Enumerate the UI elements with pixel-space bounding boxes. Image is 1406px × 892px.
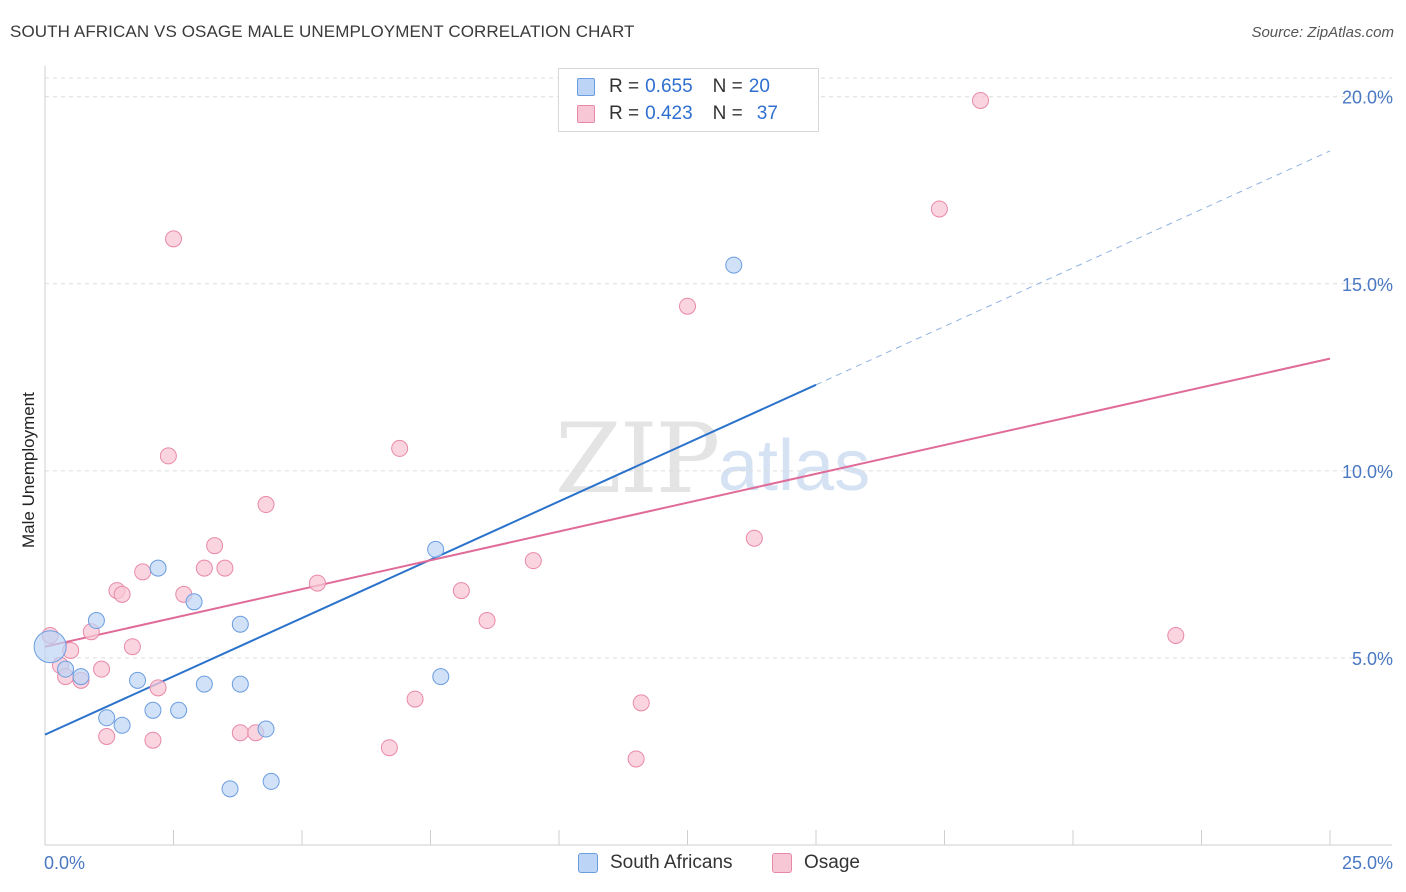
- data-point-south-africans: [113, 716, 131, 734]
- data-point-osage: [930, 200, 948, 218]
- data-point-south-africans: [170, 701, 188, 719]
- data-point-osage: [380, 739, 398, 757]
- data-point-osage: [216, 559, 234, 577]
- legend-item-south-africans[interactable]: South Africans: [578, 852, 733, 874]
- legend-label-south-africans: South Africans: [610, 852, 733, 873]
- trend-lines: [44, 150, 1331, 736]
- legend-row-osage: R = 0.423 N = 37: [577, 102, 778, 126]
- data-point-south-africans: [231, 675, 249, 693]
- data-points: [33, 91, 1185, 798]
- legend-n-value: 37: [756, 103, 778, 124]
- watermark: ZIP atlas: [555, 403, 870, 515]
- data-point-south-africans: [195, 675, 213, 693]
- chart-title: SOUTH AFRICAN VS OSAGE MALE UNEMPLOYMENT…: [10, 22, 635, 41]
- legend-row-south-africans: R = 0.655 N = 20: [577, 75, 770, 99]
- data-point-osage: [406, 690, 424, 708]
- data-point-osage: [165, 230, 182, 248]
- data-point-south-africans: [72, 668, 90, 686]
- data-point-osage: [231, 724, 249, 742]
- legend-swatch-pink: [772, 853, 792, 873]
- legend-swatch-blue: [578, 853, 598, 873]
- data-point-osage: [113, 585, 131, 603]
- data-point-osage: [971, 91, 989, 109]
- data-point-osage: [159, 447, 177, 465]
- data-point-osage: [149, 679, 167, 697]
- data-point-south-africans: [185, 593, 203, 611]
- data-point-south-africans: [262, 772, 280, 790]
- data-point-south-africans: [427, 540, 445, 558]
- legend-n-value: 20: [748, 76, 770, 97]
- data-point-osage: [1167, 626, 1185, 644]
- data-point-south-africans: [231, 615, 249, 633]
- data-point-south-africans: [432, 668, 450, 686]
- legend-swatch-pink: [577, 105, 595, 123]
- legend-swatch-blue: [577, 78, 595, 96]
- legend-r-value: 0.655: [645, 76, 693, 97]
- data-point-south-africans: [87, 612, 105, 630]
- data-point-osage: [478, 612, 496, 630]
- watermark-atlas: atlas: [718, 426, 870, 506]
- data-point-osage: [679, 297, 696, 315]
- data-point-osage: [98, 727, 116, 745]
- data-point-osage: [632, 694, 650, 712]
- data-point-osage: [745, 529, 763, 547]
- data-point-osage: [391, 439, 409, 457]
- legend-n-label: N =: [712, 103, 743, 124]
- y-axis-label: Male Unemployment: [19, 392, 38, 548]
- watermark-zip: ZIP: [555, 403, 718, 515]
- legend-label-osage: Osage: [804, 852, 860, 873]
- series-legend: South Africans Osage: [0, 852, 1406, 878]
- source-label: Source: ZipAtlas.com: [1251, 24, 1394, 41]
- data-point-south-africans: [221, 780, 239, 798]
- legend-r-label: R =: [609, 76, 640, 97]
- y-tick-label: 5.0%: [1352, 649, 1393, 669]
- x-tick-label-min: 0.0%: [44, 853, 85, 873]
- trend-line-south-africans-extension: [815, 150, 1331, 386]
- data-point-osage: [627, 750, 645, 768]
- tick-labels: 5.0% 10.0% 15.0% 20.0% 0.0% 25.0%: [44, 88, 1393, 873]
- gridlines: [45, 77, 1392, 659]
- legend-r-label: R =: [609, 103, 640, 124]
- legend-n-label: N =: [712, 76, 743, 97]
- data-point-south-africans: [257, 720, 275, 738]
- data-point-osage: [144, 731, 162, 749]
- data-point-south-africans: [149, 559, 167, 577]
- data-point-osage: [93, 660, 111, 678]
- data-point-osage: [134, 563, 152, 581]
- data-point-south-africans: [33, 630, 67, 664]
- legend-item-osage[interactable]: Osage: [772, 852, 860, 874]
- legend-r-value: 0.423: [645, 103, 693, 124]
- data-point-osage: [308, 574, 326, 592]
- data-point-south-africans: [57, 660, 75, 678]
- data-point-osage: [123, 638, 141, 656]
- data-point-south-africans: [144, 701, 162, 719]
- data-point-south-africans: [129, 671, 147, 689]
- axes: [44, 66, 1392, 846]
- data-point-south-africans: [725, 256, 743, 274]
- y-tick-label: 10.0%: [1342, 462, 1393, 482]
- data-point-osage: [452, 582, 470, 600]
- data-point-osage: [195, 559, 213, 577]
- data-point-osage: [524, 552, 542, 570]
- y-tick-label: 20.0%: [1342, 88, 1393, 108]
- data-point-south-africans: [98, 709, 116, 727]
- data-point-osage: [257, 496, 275, 514]
- correlation-legend: R = 0.655 N = 20 R = 0.423 N = 37: [558, 68, 819, 132]
- trend-line-osage: [44, 357, 1331, 648]
- data-point-osage: [206, 537, 224, 555]
- x-tick-label-max: 25.0%: [1342, 853, 1393, 873]
- y-tick-label: 15.0%: [1342, 275, 1393, 295]
